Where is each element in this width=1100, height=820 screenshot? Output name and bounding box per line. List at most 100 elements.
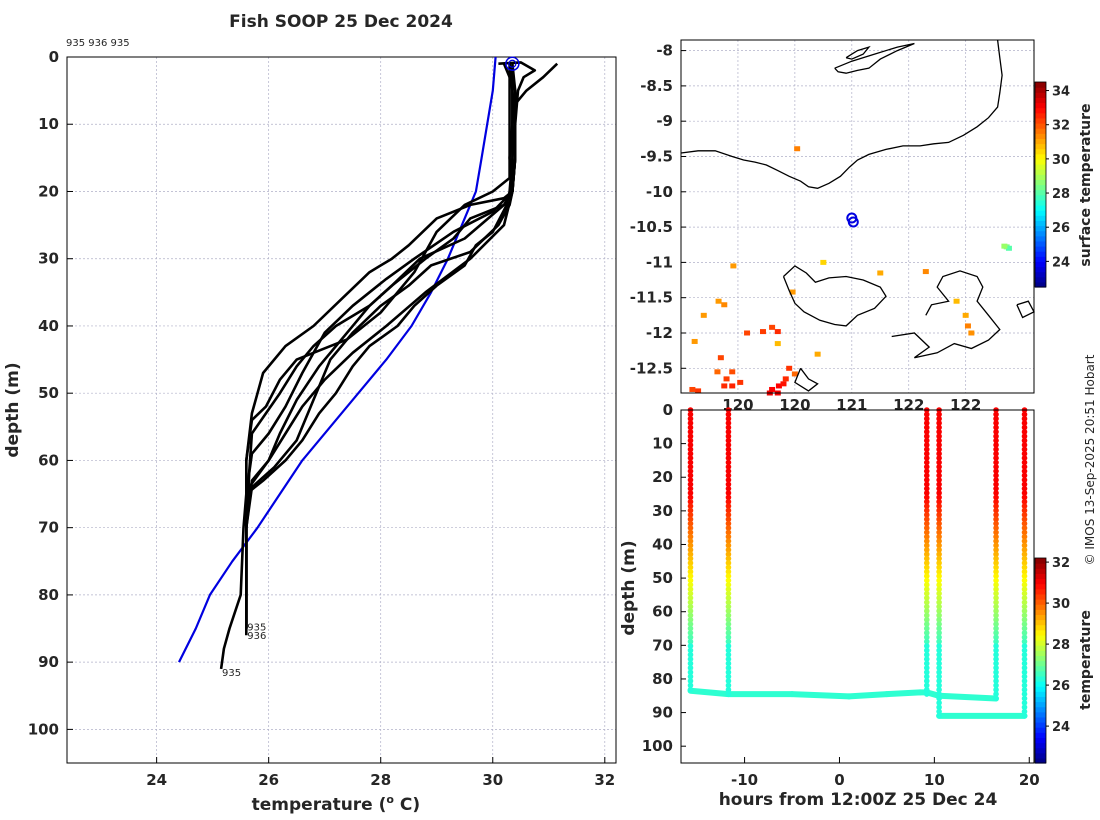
profile-point bbox=[993, 582, 999, 588]
profile-point bbox=[993, 520, 999, 527]
profile-point bbox=[923, 651, 930, 658]
profile-point bbox=[923, 638, 930, 645]
profile-point bbox=[725, 651, 732, 658]
map-colorbar-segment bbox=[1035, 123, 1046, 129]
map-colorbar-segment bbox=[1035, 179, 1046, 186]
profile-point bbox=[1021, 634, 1028, 641]
profile-point bbox=[687, 573, 694, 579]
profile-point bbox=[687, 450, 694, 457]
profile-point bbox=[936, 669, 942, 676]
profile-point bbox=[993, 603, 999, 610]
profile-point bbox=[923, 507, 930, 514]
map-colorbar-segment bbox=[1035, 107, 1046, 114]
profile-point bbox=[993, 494, 999, 501]
sst-pixel bbox=[689, 386, 696, 392]
profile-point bbox=[687, 590, 694, 597]
profile-point bbox=[923, 682, 930, 689]
profile-point bbox=[923, 603, 930, 610]
y-tick-label: 40 bbox=[652, 535, 673, 553]
lat-tick-label: -8.5 bbox=[640, 77, 673, 95]
profile-point bbox=[725, 442, 732, 448]
profile-point bbox=[687, 647, 694, 654]
profile-point bbox=[1021, 455, 1028, 461]
sst-pixel bbox=[691, 338, 698, 344]
bottom-track bbox=[936, 692, 999, 702]
profile-point bbox=[923, 547, 930, 553]
surface-marker bbox=[505, 56, 520, 71]
profile-point bbox=[1021, 638, 1028, 645]
profile-point bbox=[993, 630, 999, 636]
profile-point bbox=[1021, 472, 1028, 479]
section-colorbar-segment bbox=[1035, 609, 1046, 615]
map-colorbar-segment bbox=[1035, 261, 1046, 268]
profile-point bbox=[725, 520, 732, 527]
map-colorbar-segment bbox=[1035, 281, 1046, 288]
profile-point bbox=[993, 669, 999, 676]
sst-pixel bbox=[964, 323, 971, 329]
profile-point bbox=[936, 472, 942, 479]
profile-point bbox=[993, 538, 999, 544]
profile-point bbox=[993, 573, 999, 579]
lat-tick-label: -8 bbox=[656, 42, 673, 60]
profile-point bbox=[687, 498, 694, 505]
sst-pixel bbox=[769, 386, 776, 392]
map-colorbar-segment bbox=[1035, 210, 1046, 216]
profile-point bbox=[993, 455, 999, 461]
profile-point bbox=[936, 695, 942, 702]
sst-pixel bbox=[794, 146, 801, 152]
section-colorbar-segment bbox=[1035, 670, 1046, 677]
y-tick-label: 0 bbox=[49, 48, 59, 66]
profile-point bbox=[725, 564, 732, 571]
profile-point bbox=[725, 595, 732, 601]
profile-point bbox=[923, 415, 930, 422]
profile-point bbox=[1021, 691, 1028, 697]
profile-point bbox=[993, 586, 999, 592]
profile-point bbox=[993, 468, 999, 474]
profile-point bbox=[1021, 708, 1028, 715]
profile-point bbox=[1021, 608, 1028, 614]
profile-point bbox=[687, 529, 694, 536]
profile-point bbox=[936, 455, 942, 461]
profile-point bbox=[1021, 560, 1028, 566]
profile-point bbox=[936, 573, 942, 579]
profile-point bbox=[923, 573, 930, 579]
sst-pixel bbox=[714, 369, 721, 375]
profile-point bbox=[1021, 577, 1028, 584]
profile-point bbox=[936, 555, 942, 562]
profile-point bbox=[936, 551, 942, 558]
section-colorbar-segment bbox=[1035, 650, 1046, 656]
profile-point bbox=[725, 498, 732, 505]
map-colorbar-segment bbox=[1035, 215, 1046, 221]
profile-point bbox=[923, 634, 930, 641]
section-colorbar-segment bbox=[1035, 583, 1046, 590]
y-tick-label: 20 bbox=[38, 182, 59, 200]
profile-point bbox=[1021, 415, 1028, 422]
profile-point bbox=[936, 442, 942, 448]
profile-point bbox=[725, 612, 732, 619]
profile-point bbox=[725, 643, 732, 649]
profile-point bbox=[993, 564, 999, 571]
profile-point bbox=[923, 477, 930, 483]
profile-point bbox=[936, 682, 942, 689]
y-tick-label: 50 bbox=[38, 384, 59, 402]
profile-point bbox=[923, 490, 930, 496]
lat-tick-label: -11.5 bbox=[630, 289, 673, 307]
profile-point bbox=[923, 621, 930, 627]
sst-pixel bbox=[715, 298, 722, 304]
y-tick-label: 90 bbox=[652, 704, 673, 722]
profile-point bbox=[687, 507, 694, 514]
map-colorbar-segment bbox=[1035, 266, 1046, 273]
profile-point bbox=[1021, 665, 1028, 671]
profile-point bbox=[923, 555, 930, 562]
x-tick-label: -10 bbox=[731, 771, 758, 789]
profile-point bbox=[993, 512, 999, 518]
profile-point bbox=[687, 494, 694, 501]
profile-point bbox=[725, 529, 732, 536]
map-colorbar-segment bbox=[1035, 112, 1046, 119]
cast-depth-label: 936 bbox=[247, 631, 266, 642]
lat-tick-label: -10 bbox=[646, 183, 673, 201]
profile-point bbox=[993, 429, 999, 435]
section-colorbar-segment bbox=[1035, 665, 1046, 672]
sst-pixel bbox=[695, 388, 702, 394]
section-colorbar-segment bbox=[1035, 691, 1046, 697]
